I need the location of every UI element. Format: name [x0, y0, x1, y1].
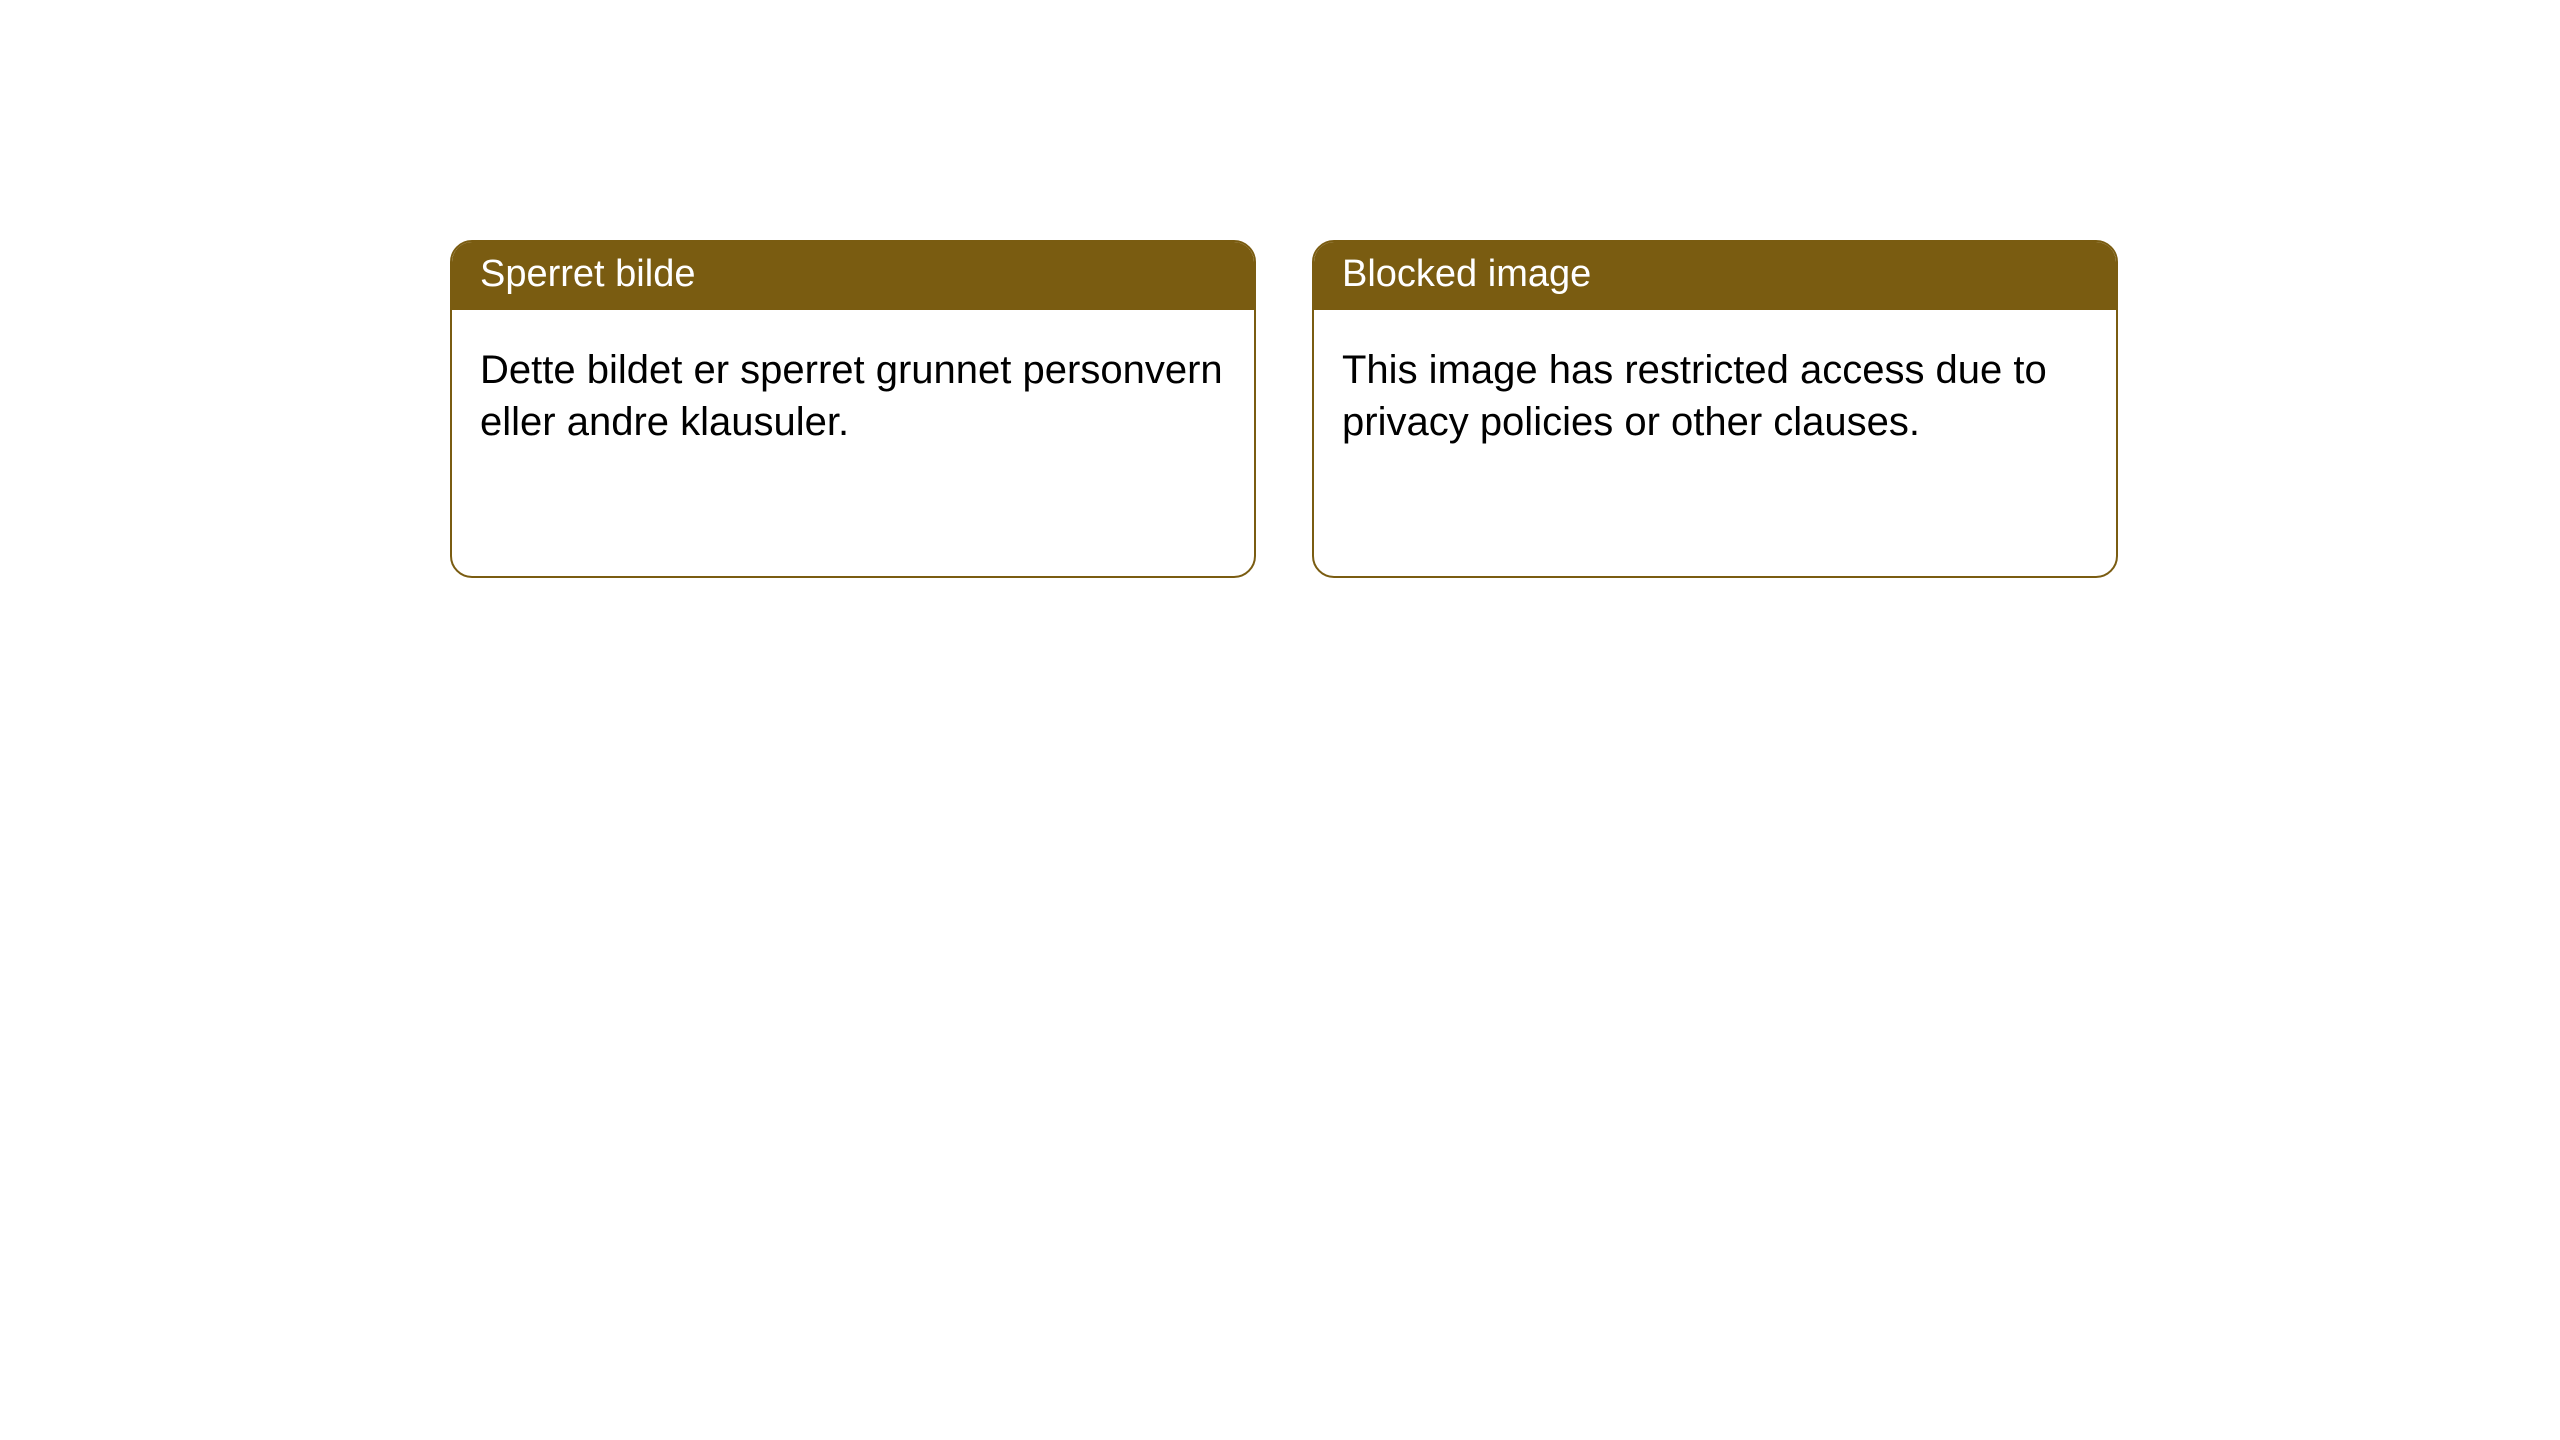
card-header-en: Blocked image: [1314, 242, 2116, 310]
card-header-no: Sperret bilde: [452, 242, 1254, 310]
blocked-image-card-no: Sperret bilde Dette bildet er sperret gr…: [450, 240, 1256, 578]
card-body-no: Dette bildet er sperret grunnet personve…: [452, 310, 1254, 482]
notice-container: Sperret bilde Dette bildet er sperret gr…: [0, 0, 2560, 578]
blocked-image-card-en: Blocked image This image has restricted …: [1312, 240, 2118, 578]
card-body-en: This image has restricted access due to …: [1314, 310, 2116, 482]
